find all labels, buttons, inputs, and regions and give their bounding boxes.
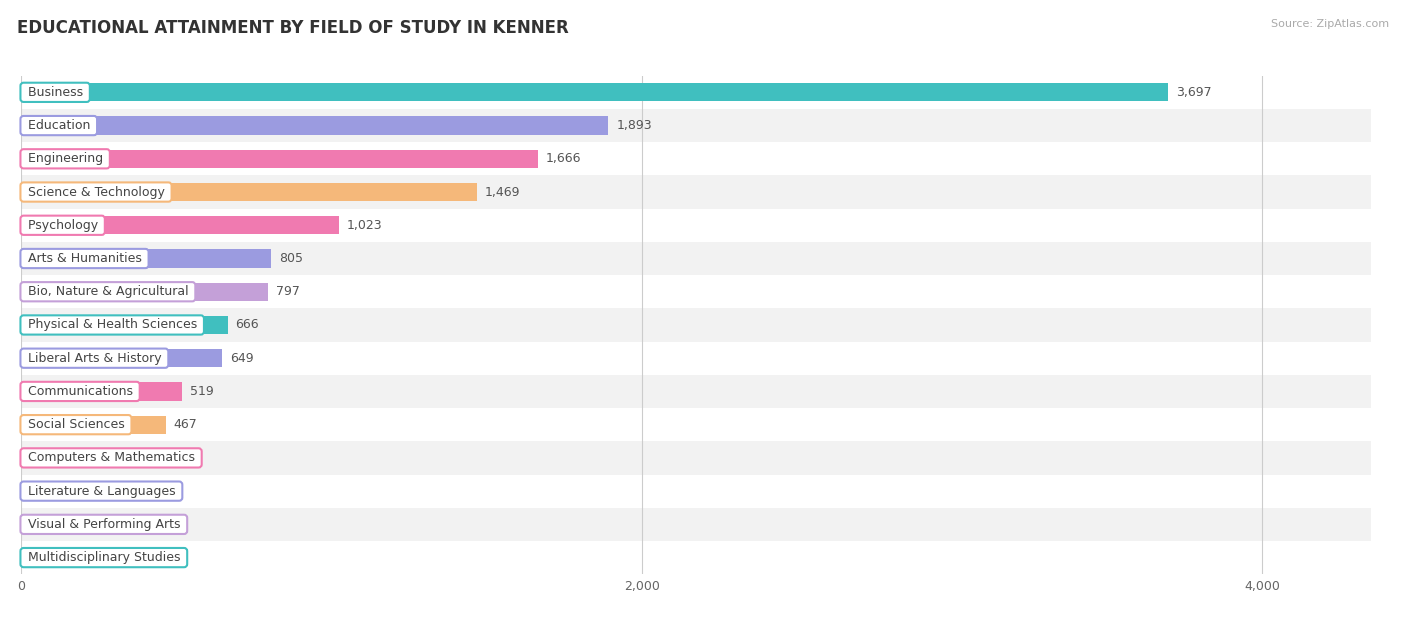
- Bar: [21, 150, 538, 168]
- Text: 467: 467: [174, 418, 197, 431]
- Text: Source: ZipAtlas.com: Source: ZipAtlas.com: [1271, 19, 1389, 29]
- Bar: [21, 242, 1371, 275]
- Text: 519: 519: [190, 385, 214, 398]
- Bar: [21, 283, 269, 301]
- Bar: [21, 408, 1371, 441]
- Bar: [21, 309, 1371, 341]
- Text: Social Sciences: Social Sciences: [24, 418, 128, 431]
- Bar: [21, 175, 1371, 209]
- Text: Physical & Health Sciences: Physical & Health Sciences: [24, 319, 201, 331]
- Bar: [21, 83, 1168, 102]
- Bar: [21, 349, 222, 367]
- Bar: [21, 382, 183, 401]
- Text: 3,697: 3,697: [1175, 86, 1212, 99]
- Bar: [21, 508, 1371, 541]
- Text: 382: 382: [148, 451, 172, 464]
- Text: Education: Education: [24, 119, 94, 132]
- Bar: [21, 249, 271, 268]
- Text: Psychology: Psychology: [24, 219, 101, 232]
- Text: 805: 805: [278, 252, 302, 265]
- Text: EDUCATIONAL ATTAINMENT BY FIELD OF STUDY IN KENNER: EDUCATIONAL ATTAINMENT BY FIELD OF STUDY…: [17, 19, 568, 37]
- Bar: [21, 548, 38, 567]
- Text: 1,666: 1,666: [546, 152, 581, 165]
- Text: 289: 289: [118, 485, 142, 498]
- Text: 276: 276: [114, 518, 138, 531]
- Bar: [21, 316, 228, 334]
- Text: Computers & Mathematics: Computers & Mathematics: [24, 451, 198, 464]
- Bar: [21, 416, 166, 433]
- Text: Liberal Arts & History: Liberal Arts & History: [24, 351, 165, 365]
- Bar: [21, 109, 1371, 142]
- Text: Visual & Performing Arts: Visual & Performing Arts: [24, 518, 184, 531]
- Text: Bio, Nature & Agricultural: Bio, Nature & Agricultural: [24, 285, 193, 298]
- Text: Science & Technology: Science & Technology: [24, 186, 169, 199]
- Bar: [21, 541, 1371, 574]
- Bar: [21, 216, 339, 234]
- Text: Literature & Languages: Literature & Languages: [24, 485, 179, 498]
- Text: 56: 56: [46, 551, 62, 564]
- Bar: [21, 441, 1371, 475]
- Bar: [21, 341, 1371, 375]
- Text: 649: 649: [231, 351, 254, 365]
- Text: Engineering: Engineering: [24, 152, 107, 165]
- Bar: [21, 142, 1371, 175]
- Bar: [21, 482, 111, 500]
- Bar: [21, 117, 609, 134]
- Text: Multidisciplinary Studies: Multidisciplinary Studies: [24, 551, 184, 564]
- Text: 797: 797: [276, 285, 299, 298]
- Bar: [21, 275, 1371, 309]
- Text: Business: Business: [24, 86, 87, 99]
- Text: 1,893: 1,893: [616, 119, 652, 132]
- Text: 666: 666: [235, 319, 259, 331]
- Text: Communications: Communications: [24, 385, 136, 398]
- Text: Arts & Humanities: Arts & Humanities: [24, 252, 145, 265]
- Bar: [21, 475, 1371, 508]
- Bar: [21, 516, 107, 533]
- Bar: [21, 449, 139, 467]
- Bar: [21, 375, 1371, 408]
- Text: 1,469: 1,469: [485, 186, 520, 199]
- Bar: [21, 76, 1371, 109]
- Bar: [21, 209, 1371, 242]
- Bar: [21, 183, 477, 201]
- Text: 1,023: 1,023: [346, 219, 382, 232]
